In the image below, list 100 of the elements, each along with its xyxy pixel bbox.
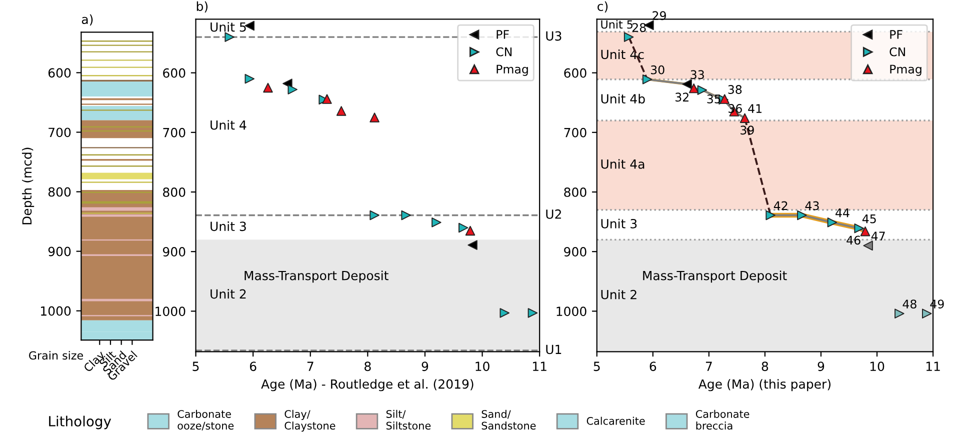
annotation: 46 (846, 236, 860, 245)
y-tick-label: 800 (163, 187, 186, 197)
annotation: 30 (650, 65, 664, 74)
annotation: Unit 4b (601, 94, 645, 104)
annotation: Unit 3 (210, 221, 246, 232)
point (642, 74, 652, 84)
x-tick-label: 8 (762, 362, 768, 372)
legend-label: PF (496, 30, 509, 39)
chart-title: c) (598, 1, 608, 12)
x-tick-label: 9 (422, 362, 428, 372)
y-tick-label: 800 (564, 187, 586, 197)
annotation: 42 (774, 201, 788, 210)
legend-title: Lithology (49, 416, 112, 430)
y-tick-label: 600 (564, 68, 586, 78)
y-tick-label: 700 (564, 128, 586, 138)
point (922, 308, 932, 318)
point (827, 218, 838, 228)
legend-label: Carbonate breccia (696, 410, 750, 430)
point (322, 94, 332, 104)
ref-line-label: U2 (546, 209, 561, 219)
x-tick-label: 6 (650, 362, 656, 372)
point (458, 222, 468, 233)
point (465, 226, 476, 236)
y-tick-label: 900 (162, 247, 186, 257)
band-label: Mass-Transport Deposit (244, 270, 388, 283)
annotation: Unit 5 (601, 20, 632, 29)
point (244, 74, 255, 84)
annotation: 43 (805, 201, 819, 210)
chart-title: b) (196, 1, 208, 12)
point (500, 308, 510, 318)
x-tick-label: 7 (307, 362, 314, 371)
y-axis-title: Depth (mcd) (22, 148, 34, 224)
annotation: 28 (632, 23, 646, 32)
point (528, 308, 538, 318)
annotation: Unit 4a (601, 159, 644, 169)
annotation: 33 (690, 70, 704, 80)
annotation: 38 (728, 85, 742, 94)
x-tick-label: 8 (364, 362, 371, 372)
point (682, 79, 692, 90)
ref-line-label: U3 (546, 31, 562, 41)
legend-label: Carbonate ooze/stone (178, 410, 234, 430)
legend-label: CN (496, 47, 512, 56)
point (370, 112, 380, 122)
legend-label: CN (890, 47, 905, 56)
point (766, 210, 776, 220)
x-tick-label: 7 (706, 362, 712, 371)
point (688, 83, 699, 94)
point (854, 223, 864, 234)
annotation: 47 (871, 232, 885, 240)
x-tick-label: 6 (250, 362, 256, 372)
point (860, 226, 870, 236)
point (432, 218, 442, 228)
annotation: Unit 2 (210, 289, 246, 299)
y-tick-label: 600 (163, 68, 186, 78)
point (797, 210, 807, 220)
point (336, 106, 346, 116)
point (894, 308, 904, 318)
point (863, 240, 873, 251)
point (624, 32, 634, 42)
point (370, 210, 380, 220)
y-tick-label: 700 (163, 128, 186, 138)
legend-label: Calcarenite (586, 416, 645, 425)
annotation: Unit 4 (210, 120, 246, 130)
annotation: Unit 5 (210, 22, 246, 32)
annotation: Unit 2 (601, 290, 636, 300)
legend-label: Clay/ Claystone (284, 410, 336, 432)
x-tick-label: 5 (192, 362, 199, 372)
chart-title: a) (82, 14, 93, 26)
point (401, 210, 411, 220)
annotation: Unit 3 (601, 218, 637, 228)
x-axis-title: Age (Ma) - Routledge et al. (2019) (261, 379, 474, 392)
annotation: 32 (676, 92, 688, 102)
annotation: 36 (728, 104, 742, 113)
y-tick-label: 900 (564, 247, 586, 257)
x-tick-label: 5 (594, 362, 600, 372)
y-tick-label: 800 (48, 187, 71, 197)
x-tick-label: 10 (476, 362, 490, 372)
point (224, 32, 234, 42)
x-tick-label: 9 (818, 362, 824, 372)
y-tick-label: 900 (48, 246, 71, 256)
band-label: Mass-Transport Deposit (643, 270, 787, 283)
y-tick-label: 1000 (41, 306, 71, 316)
legend-label: Sand/ Sandstone (482, 410, 536, 430)
legend-label: Pmag (890, 64, 922, 76)
point (697, 85, 708, 95)
annotation: 45 (862, 214, 876, 224)
y-tick-label: 600 (48, 68, 71, 78)
legend-label: Pmag (496, 64, 528, 76)
y-tick-label: 700 (48, 128, 71, 138)
annotation: 48 (902, 300, 916, 308)
y-tick-label: 1000 (556, 306, 586, 316)
legend-label: Silt/ Siltstone (386, 410, 431, 430)
ref-line-label: U1 (546, 344, 562, 354)
point (263, 82, 273, 93)
x-tick-label: 11 (532, 362, 546, 371)
x-tick-label: 11 (926, 362, 940, 371)
x-axis-title: Age (Ma) (this paper) (698, 379, 830, 392)
point (468, 240, 478, 250)
annotation: 41 (748, 104, 762, 113)
annotation: 44 (836, 208, 850, 218)
